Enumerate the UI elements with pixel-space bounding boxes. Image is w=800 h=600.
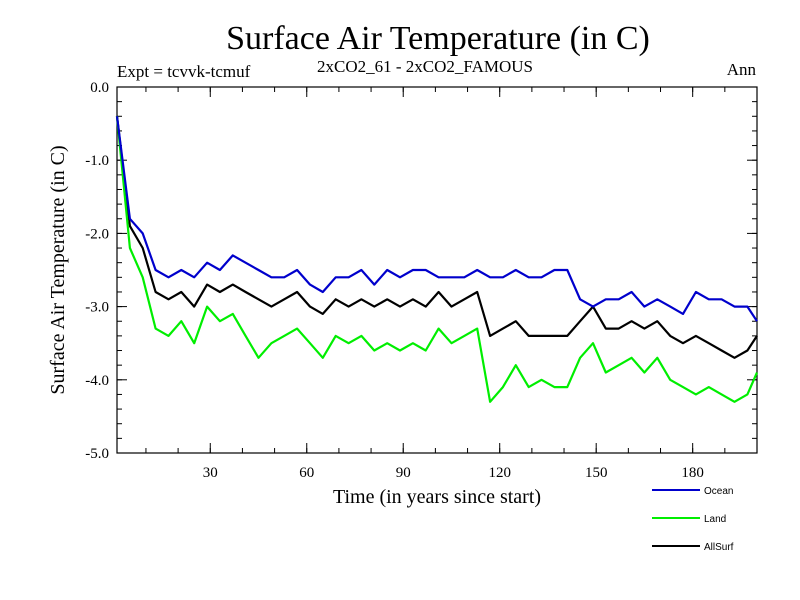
x-tick-label: 150 bbox=[585, 465, 608, 481]
x-axis-label: Time (in years since start) bbox=[333, 486, 541, 508]
y-tick-label: -1.0 bbox=[85, 153, 109, 169]
x-tick-label: 180 bbox=[681, 465, 704, 481]
y-tick-label: -2.0 bbox=[85, 226, 109, 242]
series-line-allsurf bbox=[115, 116, 758, 359]
y-tick-label: -3.0 bbox=[85, 300, 109, 316]
comparison-label: 2xCO2_61 - 2xCO2_FAMOUS bbox=[317, 57, 533, 76]
legend-label-allsurf: AllSurf bbox=[704, 542, 734, 553]
y-tick-label: 0.0 bbox=[90, 80, 109, 96]
y-tick-label: -5.0 bbox=[85, 446, 109, 462]
y-axis-label: Surface Air Temperature (in C) bbox=[47, 145, 69, 394]
series-line-ocean bbox=[115, 116, 758, 322]
x-tick-label: 120 bbox=[488, 465, 511, 481]
legend-label-land: Land bbox=[704, 514, 726, 525]
y-tick-label: -4.0 bbox=[85, 373, 109, 389]
experiment-label: Expt = tcvvk-tcmuf bbox=[117, 62, 251, 81]
chart-title: Surface Air Temperature (in C) bbox=[226, 20, 650, 57]
plot-frame bbox=[116, 86, 758, 454]
legend: Ocean Land AllSurf bbox=[652, 486, 734, 553]
period-label: Ann bbox=[727, 60, 757, 79]
x-axis: 30 60 90 120 150 180 bbox=[145, 87, 726, 481]
x-tick-label: 90 bbox=[396, 465, 411, 481]
series-lines bbox=[115, 116, 759, 403]
y-axis: 0.0 -1.0 -2.0 -3.0 -4.0 -5.0 bbox=[85, 80, 757, 462]
series-line-land bbox=[115, 116, 759, 403]
legend-label-ocean: Ocean bbox=[704, 486, 733, 497]
x-tick-label: 30 bbox=[203, 465, 218, 481]
x-tick-label: 60 bbox=[299, 465, 314, 481]
